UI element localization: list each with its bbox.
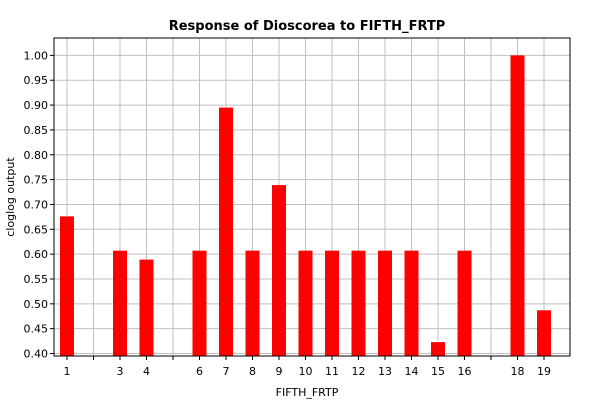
y-tick-label: 0.75	[24, 174, 49, 187]
bar	[245, 250, 260, 356]
y-tick-label: 0.90	[24, 99, 49, 112]
x-tick-label: 14	[405, 365, 419, 378]
y-tick-label: 0.55	[24, 273, 49, 286]
y-tick-label: 0.60	[24, 248, 49, 261]
x-tick-label: 12	[352, 365, 366, 378]
y-tick-label: 0.65	[24, 223, 49, 236]
y-axis-label: cloglog output	[4, 157, 17, 237]
x-tick-label: 8	[249, 365, 256, 378]
bar	[272, 185, 286, 356]
bar	[457, 250, 472, 356]
x-tick-label: 7	[223, 365, 230, 378]
x-tick-label: 4	[143, 365, 150, 378]
bar	[219, 107, 233, 356]
bar	[351, 250, 366, 356]
y-tick-label: 0.95	[24, 74, 49, 87]
x-tick-label: 11	[325, 365, 339, 378]
plot-border	[53, 37, 571, 357]
bar	[60, 216, 74, 356]
bar	[298, 250, 313, 356]
y-tick-label: 1.00	[24, 49, 49, 62]
y-tick-label: 0.40	[24, 348, 49, 361]
bar	[113, 250, 127, 356]
bars	[60, 55, 551, 356]
x-axis-label: FIFTH_FRTP	[276, 386, 339, 399]
y-tick-label: 0.45	[24, 323, 49, 336]
x-tick-label: 19	[537, 365, 551, 378]
x-tick-label: 1	[64, 365, 71, 378]
y-tick-label: 0.80	[24, 149, 49, 162]
y-axis: 0.40 0.45 0.50 0.55 0.60 0.65 0.70 0.75 0.80 0.85…	[24, 49, 54, 361]
y-tick-label: 0.85	[24, 124, 49, 137]
x-tick-label: 16	[458, 365, 472, 378]
bar	[325, 250, 339, 356]
bar	[510, 55, 525, 356]
bar	[537, 310, 551, 356]
chart-title: Response of Dioscorea to FIFTH_FRTP	[169, 19, 446, 34]
bar	[139, 259, 154, 356]
bar	[378, 250, 392, 356]
y-tick-label: 0.70	[24, 198, 49, 211]
y-tick-label: 0.50	[24, 298, 49, 311]
x-tick-label: 18	[511, 365, 525, 378]
x-tick-label: 9	[276, 365, 283, 378]
x-tick-label: 6	[196, 365, 203, 378]
x-tick-label: 3	[117, 365, 124, 378]
x-axis: 1 3 4 6 7 8 9 10 11 12 13 14 15 16 18 19	[64, 356, 551, 378]
x-tick-label: 10	[299, 365, 313, 378]
bar	[192, 250, 207, 356]
x-tick-label: 13	[378, 365, 392, 378]
x-tick-label: 15	[431, 365, 445, 378]
bar	[431, 342, 445, 356]
grid	[54, 38, 570, 356]
bar	[404, 250, 419, 356]
